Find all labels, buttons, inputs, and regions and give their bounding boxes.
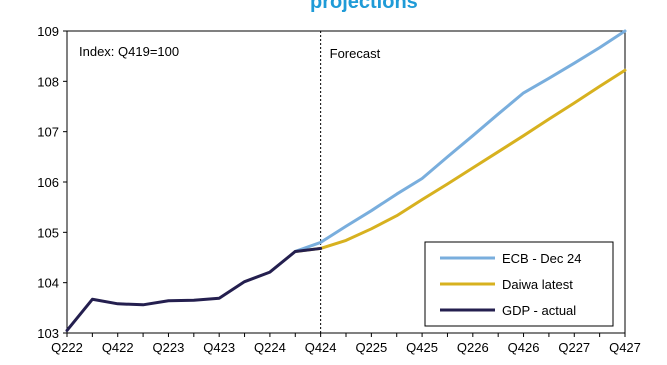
x-tick-label: Q424 bbox=[305, 340, 337, 355]
x-tick-label: Q423 bbox=[203, 340, 235, 355]
x-tick-label: Q227 bbox=[558, 340, 590, 355]
y-tick-label: 103 bbox=[37, 326, 59, 341]
x-tick-label: Q425 bbox=[406, 340, 438, 355]
series-line-gdp bbox=[65, 246, 323, 332]
y-tick-label: 105 bbox=[37, 225, 59, 240]
y-tick-label: 104 bbox=[37, 276, 59, 291]
x-tick-label: Q223 bbox=[153, 340, 185, 355]
legend-label-daiwa: Daiwa latest bbox=[502, 277, 573, 292]
y-tick-label: 106 bbox=[37, 175, 59, 190]
y-axis: 103 104 105 106 107 108 109 bbox=[37, 24, 67, 341]
x-tick-label: Q224 bbox=[254, 340, 286, 355]
legend-label-ecb: ECB - Dec 24 bbox=[502, 251, 581, 266]
x-axis: Q222 Q422 Q223 Q423 Q224 Q424 Q225 Q425 Q226 Q426… bbox=[51, 333, 641, 355]
legend: ECB - Dec 24 Daiwa latest GDP - actual bbox=[424, 241, 614, 327]
x-tick-label: Q226 bbox=[457, 340, 489, 355]
x-tick-label: Q225 bbox=[355, 340, 387, 355]
y-tick-label: 107 bbox=[37, 125, 59, 140]
forecast-annotation: Forecast bbox=[330, 46, 381, 61]
index-annotation: Index: Q419=100 bbox=[79, 44, 179, 59]
x-tick-label: Q426 bbox=[508, 340, 540, 355]
y-tick-label: 108 bbox=[37, 74, 59, 89]
series-line-ecb bbox=[293, 29, 627, 253]
legend-label-gdp: GDP - actual bbox=[502, 303, 576, 318]
y-tick-label: 109 bbox=[37, 24, 59, 39]
x-tick-label: Q422 bbox=[102, 340, 134, 355]
series-line-daiwa bbox=[293, 68, 627, 253]
series-layer bbox=[65, 29, 627, 332]
x-tick-label: Q427 bbox=[609, 340, 641, 355]
x-tick-label: Q222 bbox=[51, 340, 83, 355]
chart-title-fragment: projections bbox=[310, 0, 418, 13]
